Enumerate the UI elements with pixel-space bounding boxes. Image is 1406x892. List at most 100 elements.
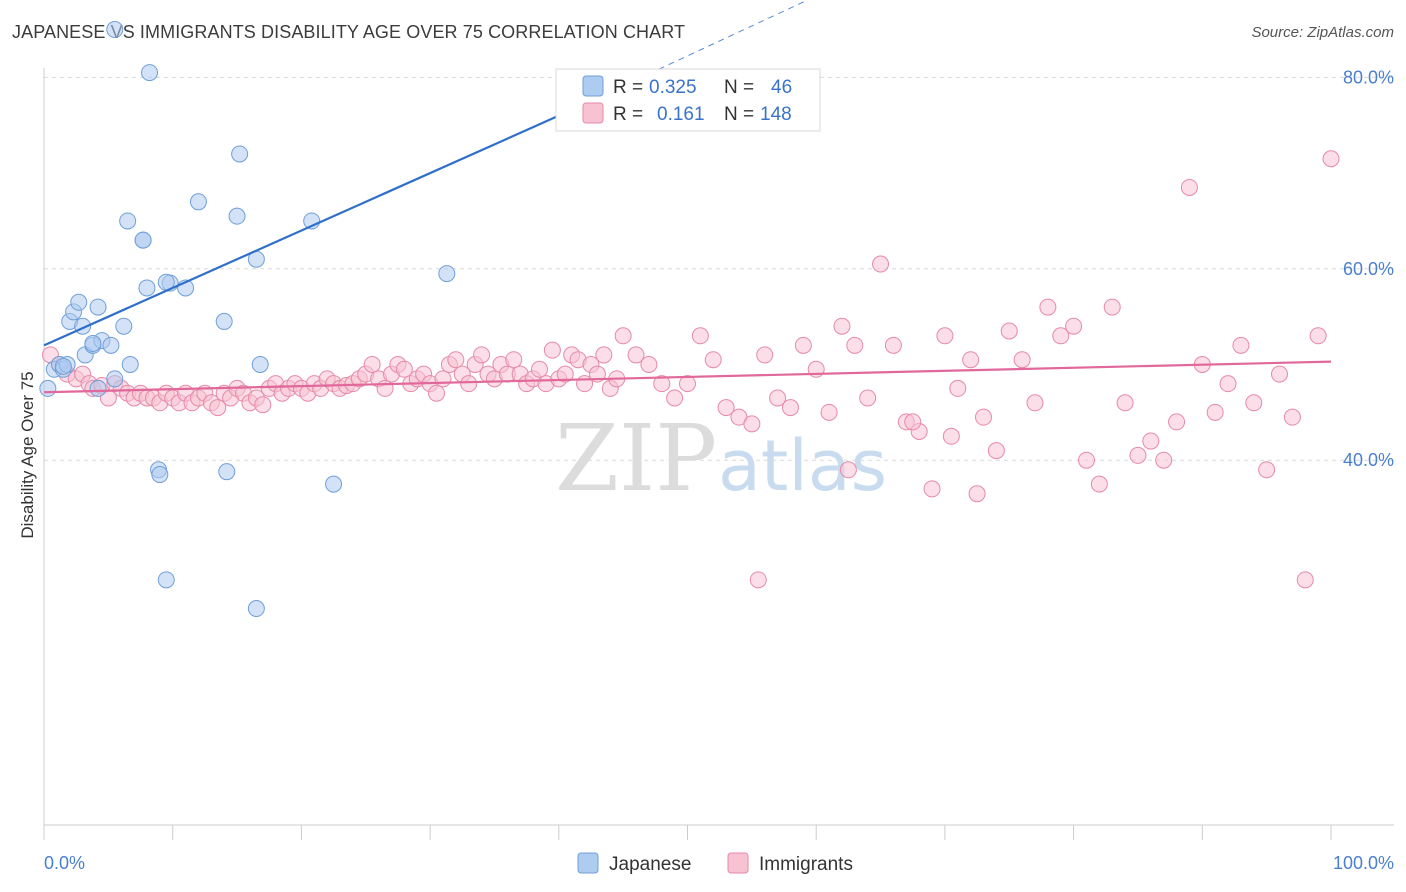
immigrants-point (666, 389, 684, 407)
immigrants-point (627, 346, 645, 364)
points-layer (39, 21, 1340, 618)
legend-r-label-japanese: R = (613, 77, 643, 98)
immigrants-point (949, 379, 967, 397)
immigrants-point (653, 375, 671, 393)
immigrants-point (1206, 403, 1224, 421)
immigrants-point (904, 413, 922, 431)
immigrants-point (756, 346, 774, 364)
immigrants-point (794, 336, 812, 354)
immigrants-point (1283, 408, 1301, 426)
japanese-point (151, 466, 169, 484)
immigrants-point (781, 399, 799, 417)
immigrants-point (1219, 375, 1237, 393)
immigrants-point (975, 408, 993, 426)
immigrants-point (962, 351, 980, 369)
bottom-legend-label-japanese: Japanese (609, 854, 691, 875)
japanese-point (89, 379, 107, 397)
japanese-point (84, 334, 102, 352)
y-tick-label: 60.0% (1343, 259, 1394, 279)
watermark-atlas: atlas (718, 425, 887, 507)
immigrants-point (942, 427, 960, 445)
immigrants-point (820, 403, 838, 421)
japanese-point (70, 293, 88, 311)
japanese-point (215, 312, 233, 330)
japanese-point (89, 298, 107, 316)
immigrants-point (704, 351, 722, 369)
immigrants-point (1026, 394, 1044, 412)
immigrants-point (543, 341, 561, 359)
immigrants-point (530, 360, 548, 378)
trend-layer (43, 0, 1332, 394)
y-tick-label: 40.0% (1343, 450, 1394, 470)
immigrants-point (614, 327, 632, 345)
legend-n-value-immigrants: 148 (760, 104, 792, 125)
y-tick-label: 80.0% (1343, 67, 1394, 87)
immigrants-point (428, 384, 446, 402)
immigrants-point (505, 351, 523, 369)
immigrants-point (1180, 178, 1198, 196)
legend-r-value-immigrants: 0.161 (657, 104, 705, 125)
immigrants-point (872, 255, 890, 273)
legend-n-label-immigrants: N = (724, 104, 754, 125)
immigrants-point (209, 399, 227, 417)
japanese-point (218, 463, 236, 481)
immigrants-point (769, 389, 787, 407)
immigrants-point (1168, 413, 1186, 431)
immigrants-point (749, 571, 767, 589)
japanese-point (231, 145, 249, 163)
legend-swatch-japanese (582, 75, 604, 97)
immigrants-point (1090, 475, 1108, 493)
x-tick-label-min: 0.0% (44, 853, 85, 873)
immigrants-point (376, 379, 394, 397)
immigrants-point (1245, 394, 1263, 412)
japanese-point (141, 64, 159, 82)
immigrants-point (679, 375, 696, 393)
japanese-point (228, 207, 246, 225)
immigrants-point (833, 317, 851, 335)
immigrants-point (1039, 298, 1057, 316)
japanese-point (438, 265, 456, 283)
bottom-legend-label-immigrants: Immigrants (759, 854, 853, 875)
legend-box: R = 0.325 N = 46 R = 0.161 N = 148 (555, 68, 821, 132)
immigrants-point (968, 485, 986, 503)
bottom-legend: Japanese Immigrants (577, 852, 853, 875)
immigrants-point (717, 399, 735, 417)
immigrants-point (1271, 365, 1289, 383)
immigrants-point (691, 327, 709, 345)
immigrants-point (447, 351, 465, 369)
immigrants-point (460, 375, 478, 393)
immigrants-point (1116, 394, 1134, 412)
immigrants-point (1232, 336, 1250, 354)
immigrants-point (363, 356, 381, 373)
immigrants-point (1258, 461, 1276, 479)
japanese-point (325, 475, 343, 493)
legend-r-value-japanese: 0.325 (649, 77, 697, 98)
immigrants-point (556, 365, 574, 383)
japanese-point (138, 279, 156, 297)
immigrants-point (884, 336, 902, 354)
japanese-point (39, 379, 57, 397)
immigrants-point (1296, 571, 1314, 589)
y-axis-title: Disability Age Over 75 (18, 371, 37, 538)
japanese-trendline (43, 114, 560, 347)
japanese-point (54, 357, 72, 375)
japanese-point (115, 317, 133, 335)
legend-r-label-immigrants: R = (613, 104, 643, 125)
x-tick-label-max: 100.0% (1333, 853, 1394, 873)
bottom-legend-swatch-immigrants (727, 852, 749, 874)
immigrants-point (640, 356, 658, 373)
immigrants-point (1052, 327, 1070, 345)
japanese-point (121, 356, 139, 373)
bottom-legend-swatch-japanese (577, 852, 599, 874)
immigrants-point (254, 396, 272, 414)
immigrants-point (595, 346, 613, 364)
axes-layer: 40.0%60.0%80.0%100.0% (43, 67, 1394, 840)
japanese-point (189, 193, 207, 211)
immigrants-point (1065, 317, 1083, 335)
immigrants-point (1077, 451, 1095, 469)
japanese-point (251, 356, 269, 373)
immigrants-point (1129, 446, 1147, 464)
immigrants-point (987, 442, 1005, 460)
japanese-point (134, 231, 152, 249)
